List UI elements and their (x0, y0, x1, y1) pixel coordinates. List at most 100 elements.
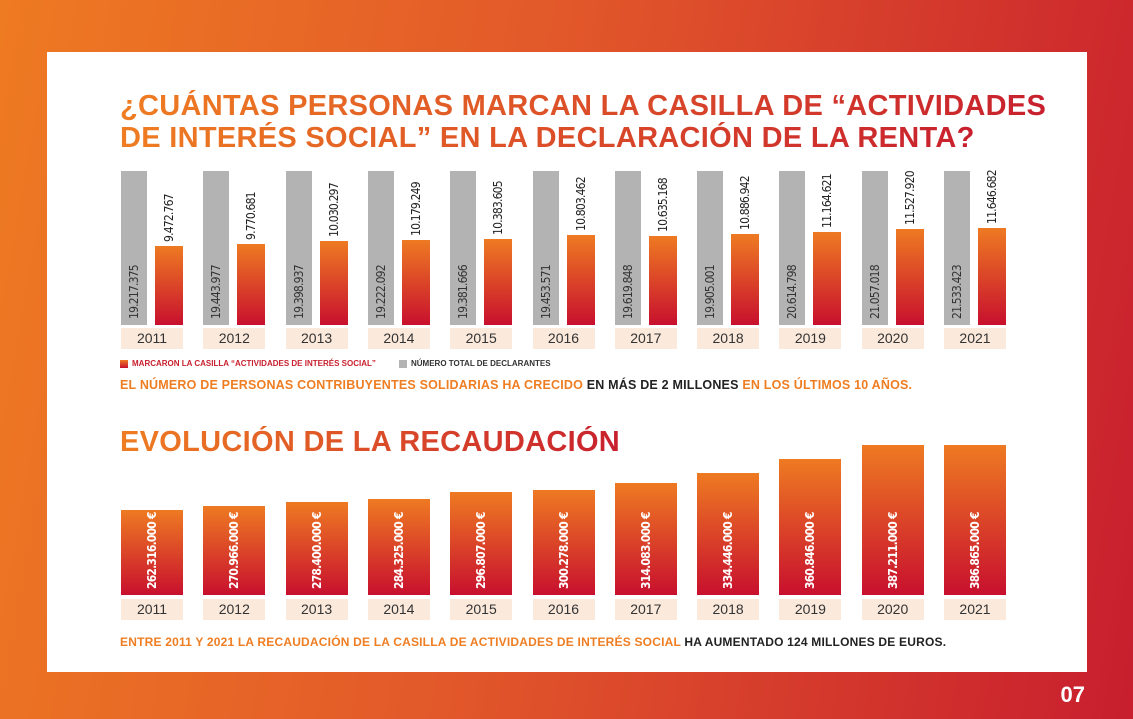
title-line-1: ¿CUÁNTAS PERSONAS MARCAN LA CASILLA DE “… (120, 90, 1047, 122)
year-label: 2015 (450, 328, 513, 349)
label-total: 19.453.571 (538, 265, 553, 319)
note-highlight: EN MÁS DE 2 MILLONES (586, 378, 739, 392)
bar-recaudacion (285, 501, 348, 595)
bar-total (121, 171, 147, 325)
bar-recaudacion (779, 458, 842, 595)
bar-marcaron (731, 234, 760, 325)
bar-marcaron (155, 246, 183, 325)
label-total: 19.398.937 (291, 265, 306, 319)
label-marcaron: 11.646.682 (985, 170, 999, 224)
legend-marcaron: MARCARON LA CASILLA “ACTIVIDADES DE INTE… (120, 359, 376, 368)
label-total: 19.381.666 (456, 265, 471, 319)
year-label: 2013 (285, 599, 348, 620)
bar-recaudacion (450, 492, 513, 595)
note-text: ENTRE 2011 Y 2021 LA RECAUDACIÓN DE LA C… (120, 635, 685, 649)
year-label: 2011 (121, 328, 183, 349)
year-label: 2012 (203, 599, 266, 620)
label-marcaron: 10.179.249 (408, 182, 423, 237)
label-marcaron: 10.383.605 (491, 180, 506, 235)
year-label: 2020 (861, 328, 924, 349)
year-label: 2020 (861, 599, 924, 620)
note-recaudacion: ENTRE 2011 Y 2021 LA RECAUDACIÓN DE LA C… (120, 635, 946, 649)
label-marcaron: 9.472.767 (162, 194, 176, 243)
bar-marcaron (401, 240, 430, 325)
bar-recaudacion (532, 490, 595, 595)
bar-total (944, 171, 970, 325)
label-total: 21.533.423 (950, 265, 964, 319)
bar-recaudacion (203, 505, 266, 595)
year-label: 2012 (203, 328, 266, 349)
label-total: 19.443.977 (209, 265, 224, 319)
bar-recaudacion (944, 445, 1006, 595)
bar-marcaron (484, 238, 513, 325)
year-label: 2021 (944, 599, 1006, 620)
label-marcaron: 10.635.168 (655, 178, 670, 233)
title-recaudacion: EVOLUCIÓN DE LA RECAUDACIÓN (120, 426, 621, 458)
year-label: 2016 (532, 328, 595, 349)
bar-total (367, 171, 394, 325)
label-marcaron: 10.803.462 (573, 177, 588, 231)
label-recaudacion: 296.807.000 € (474, 512, 489, 589)
bar-marcaron (895, 228, 924, 325)
label-total: 19.619.848 (620, 265, 635, 319)
bar-recaudacion (121, 510, 183, 595)
year-label: 2019 (779, 599, 842, 620)
bar-total (285, 171, 312, 325)
bar-total (697, 171, 724, 325)
label-recaudacion: 284.325.000 € (391, 512, 406, 589)
label-total: 21.057.018 (867, 265, 882, 319)
year-label: 2019 (779, 328, 842, 349)
legend-swatch-gray (399, 359, 407, 368)
bar-marcaron (978, 227, 1006, 325)
label-recaudacion: 278.400.000 € (309, 512, 324, 589)
legend-label: MARCARON LA CASILLA “ACTIVIDADES DE INTE… (132, 359, 376, 368)
bar-total (861, 171, 888, 325)
label-total: 19.905.001 (703, 265, 718, 319)
title-line-2: DE INTERÉS SOCIAL” EN LA DECLARACIÓN DE … (120, 122, 975, 154)
bar-recaudacion (614, 483, 677, 595)
bar-marcaron (566, 235, 595, 325)
label-total: 20.614.798 (785, 265, 800, 319)
bar-total (450, 171, 477, 325)
legend-swatch-red (120, 359, 128, 368)
bar-total (532, 171, 559, 325)
bar-marcaron (648, 236, 677, 325)
bar-recaudacion (367, 498, 430, 595)
year-label: 2018 (697, 599, 760, 620)
label-marcaron: 9.770.681 (244, 191, 259, 240)
label-recaudacion: 387.211.000 € (885, 512, 900, 589)
year-label: 2017 (614, 599, 677, 620)
label-recaudacion: 270.966.000 € (227, 512, 242, 589)
infographic-card: ¿CUÁNTAS PERSONAS MARCAN LA CASILLA DE “… (47, 52, 1087, 672)
year-label: 2014 (367, 599, 430, 620)
bar-marcaron (319, 241, 348, 325)
label-marcaron: 11.164.621 (820, 174, 835, 228)
bar-total (614, 171, 641, 325)
label-recaudacion: 386.865.000 € (968, 512, 982, 589)
label-marcaron: 11.527.920 (902, 171, 917, 225)
label-marcaron: 10.030.297 (326, 183, 341, 238)
legend-total: NÚMERO TOTAL DE DECLARANTES (399, 359, 551, 368)
label-recaudacion: 334.446.000 € (721, 512, 736, 589)
label-total: 19.217.375 (127, 265, 141, 319)
bar-recaudacion (697, 472, 760, 595)
legend-label: NÚMERO TOTAL DE DECLARANTES (411, 359, 551, 368)
year-label: 2018 (697, 328, 760, 349)
label-recaudacion: 314.083.000 € (638, 512, 653, 589)
year-label: 2016 (532, 599, 595, 620)
year-label: 2014 (367, 328, 430, 349)
note-text: EN LOS ÚLTIMOS 10 AÑOS. (738, 378, 913, 392)
label-recaudacion: 360.846.000 € (803, 512, 818, 589)
year-label: 2011 (121, 599, 183, 620)
bar-total (203, 171, 230, 325)
note-highlight: HA AUMENTADO 124 MILLONES DE EUROS. (684, 635, 947, 649)
page-number: 07 (1060, 682, 1085, 707)
label-recaudacion: 262.316.000 € (145, 512, 159, 589)
year-label: 2017 (614, 328, 677, 349)
bar-recaudacion (861, 445, 924, 595)
label-marcaron: 10.886.942 (738, 176, 753, 231)
year-label: 2013 (285, 328, 348, 349)
label-total: 19.222.092 (373, 265, 388, 319)
bar-total (779, 171, 806, 325)
year-label: 2021 (944, 328, 1006, 349)
